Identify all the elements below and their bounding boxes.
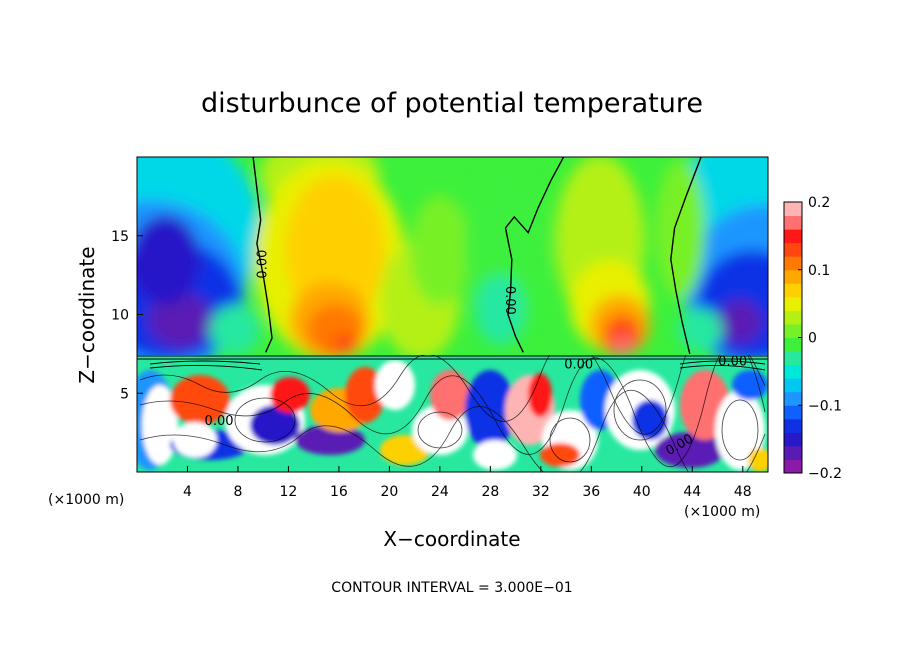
x-tick-label: 24 — [431, 484, 449, 500]
zero-contour-line — [670, 156, 702, 355]
x-tick-label: 44 — [683, 484, 701, 500]
x-tick-label: 28 — [481, 484, 499, 500]
zero-contours — [252, 156, 702, 355]
colorbar-segment — [784, 432, 802, 447]
heatmap-field — [137, 157, 768, 472]
colorbar-segment — [784, 256, 802, 271]
x-tick-label: 48 — [734, 484, 752, 500]
colorbar-segment — [784, 405, 802, 420]
x-unit-left: (×1000 m) — [48, 492, 124, 508]
x-tick-label: 36 — [582, 484, 600, 500]
x-tick-label: 12 — [280, 484, 298, 500]
colorbar-segment — [784, 445, 802, 460]
contour-interval-label: CONTOUR INTERVAL = 3.000E−01 — [331, 580, 572, 596]
y-tick-label: 5 — [120, 386, 129, 402]
x-tick-label: 8 — [233, 484, 242, 500]
x-tick-label: 32 — [532, 484, 550, 500]
zero-contour-line — [504, 156, 565, 353]
contour-label: 0.00 — [502, 286, 517, 315]
colorbar-segment — [784, 337, 802, 352]
colorbar-segment — [784, 310, 802, 325]
x-tick-label: 40 — [633, 484, 651, 500]
x-tick-label: 16 — [330, 484, 348, 500]
colorbar-segment — [784, 269, 802, 284]
contour-label: 0.00 — [205, 414, 234, 429]
colorbar-tick-label: −0.1 — [808, 398, 842, 414]
colorbar-segment — [784, 323, 802, 338]
x-axis-label: X−coordinate — [383, 527, 520, 551]
contour-label: 0.00 — [256, 250, 271, 279]
colorbar-segment — [784, 283, 802, 298]
x-unit-right: (×1000 m) — [684, 504, 760, 520]
colorbar-segment — [784, 378, 802, 393]
colorbar-segment — [784, 296, 802, 311]
y-axis: 5 10 15 — [111, 229, 143, 402]
colorbar-tick-label: 0.2 — [808, 195, 830, 211]
chart-title: disturbunce of potential temperature — [201, 88, 703, 119]
colorbar-segment — [784, 351, 802, 366]
colorbar-segment — [784, 418, 802, 433]
y-tick-label: 15 — [111, 229, 129, 245]
zero-contour-line — [252, 156, 273, 353]
colorbar-tick-label: 0.1 — [808, 263, 830, 279]
x-tick-label: 4 — [183, 484, 192, 500]
x-axis: 4 8 12 16 20 24 28 32 36 40 44 48 — [183, 466, 752, 500]
y-axis-label: Z−coordinate — [75, 246, 99, 383]
colorbar-tick-label: −0.2 — [808, 466, 842, 482]
colorbar-segment — [784, 215, 802, 230]
colorbar-segment — [784, 202, 802, 217]
x-tick-label: 20 — [380, 484, 398, 500]
contour-label: 0.00 — [718, 354, 747, 369]
colorbar-segment — [784, 229, 802, 244]
y-tick-label: 10 — [111, 308, 129, 324]
colorbar-tick-label: 0 — [808, 331, 817, 347]
colorbar-segment — [784, 242, 802, 257]
contour-label: 0.00 — [564, 357, 593, 372]
colorbar-segment — [784, 391, 802, 406]
colorbar-segment — [784, 364, 802, 379]
colorbar: 0.2 0.1 0 −0.1 −0.2 — [784, 195, 842, 482]
colorbar-frame — [783, 201, 803, 474]
colorbar-segment — [784, 459, 802, 474]
